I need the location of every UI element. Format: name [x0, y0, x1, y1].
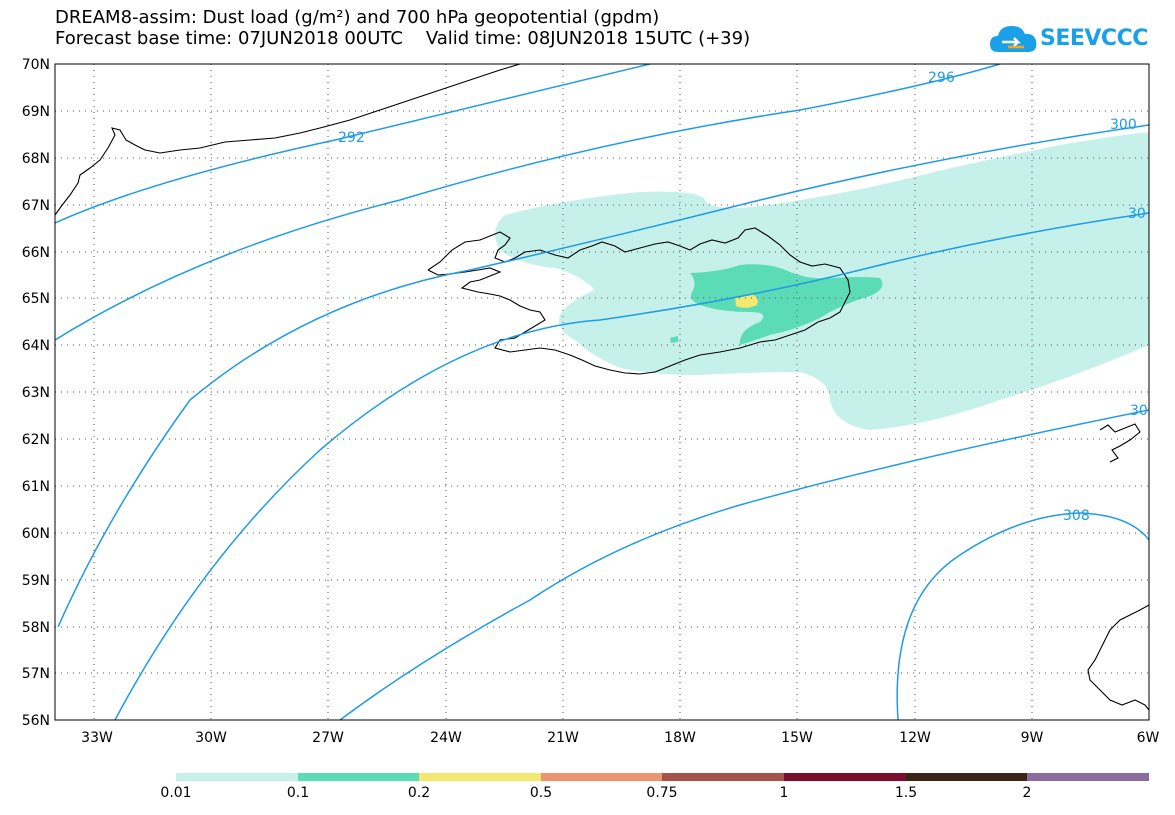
greenland-coast	[55, 64, 521, 216]
lat-label: 59N	[22, 573, 50, 589]
lat-label: 60N	[22, 526, 50, 542]
colorbar-swatch-3	[541, 773, 662, 781]
colorbar	[176, 773, 1149, 781]
longitude-labels: 33W 30W 27W 24W 21W 18W 15W 12W 9W 6W	[81, 730, 1159, 746]
colorbar-label: 0.01	[160, 785, 191, 801]
lon-label: 12W	[899, 730, 931, 746]
colorbar-swatch-4	[662, 773, 784, 781]
contour-label-300: 300	[1110, 117, 1137, 133]
coastlines	[55, 64, 1149, 711]
logo-text: SEEVCCC	[1040, 26, 1148, 51]
seevccc-logo: SEEVCCC	[988, 20, 1168, 60]
contour-label-304: 30	[1128, 206, 1146, 222]
colorbar-swatch-2	[419, 773, 541, 781]
dust-area-0.2	[735, 294, 758, 308]
lat-label: 63N	[22, 385, 50, 401]
contour-308	[896, 512, 1149, 720]
geopotential-contours	[55, 64, 1149, 720]
lon-label: 30W	[195, 730, 227, 746]
colorbar-label: 1	[780, 785, 789, 801]
contour-296	[55, 64, 1001, 341]
lat-label: 62N	[22, 432, 50, 448]
lat-label: 61N	[22, 479, 50, 495]
lon-label: 18W	[664, 730, 696, 746]
lon-label: 9W	[1021, 730, 1044, 746]
lat-label: 66N	[22, 245, 50, 261]
colorbar-label: 0.5	[530, 785, 552, 801]
lat-label: 68N	[22, 151, 50, 167]
colorbar-label: 1.5	[895, 785, 917, 801]
map-title-line-1: DREAM8-assim: Dust load (g/m²) and 700 h…	[55, 7, 660, 28]
lon-label: 21W	[547, 730, 579, 746]
lat-label: 70N	[22, 57, 50, 73]
lon-label: 27W	[312, 730, 344, 746]
colorbar-labels: 0.01 0.1 0.2 0.5 0.75 1 1.5 2	[160, 785, 1031, 801]
lat-label: 67N	[22, 198, 50, 214]
iceland-coast	[427, 227, 851, 375]
faroe-coast	[1099, 423, 1141, 463]
grid-lines	[55, 64, 1149, 720]
cloud-icon	[990, 26, 1037, 52]
dust-load-layer	[495, 132, 1149, 430]
map-title-line-2: Forecast base time: 07JUN2018 00UTC Vali…	[55, 28, 751, 49]
colorbar-swatch-6	[906, 773, 1027, 781]
lat-label: 56N	[22, 713, 50, 729]
lat-label: 58N	[22, 620, 50, 636]
contour-label-306: 30	[1130, 403, 1148, 419]
contour-304	[114, 212, 1149, 720]
colorbar-swatch-0	[176, 773, 298, 781]
colorbar-label: 2	[1023, 785, 1032, 801]
dust-area-0.1-small	[670, 336, 678, 343]
lat-label: 64N	[22, 338, 50, 354]
colorbar-label: 0.2	[408, 785, 430, 801]
lat-label: 65N	[22, 291, 50, 307]
colorbar-swatch-1	[298, 773, 419, 781]
colorbar-label: 0.1	[287, 785, 309, 801]
contour-292	[55, 64, 651, 224]
contour-labels: 292 296 300 30 30 308	[338, 70, 1148, 524]
contour-label-292: 292	[338, 130, 365, 146]
lon-label: 15W	[781, 730, 813, 746]
colorbar-label: 0.75	[646, 785, 677, 801]
contour-label-296: 296	[928, 70, 955, 86]
dust-area-0.1	[690, 264, 883, 345]
scotland-coast	[1087, 604, 1149, 711]
lon-label: 6W	[1137, 730, 1160, 746]
contour-306	[339, 409, 1149, 720]
lon-label: 24W	[430, 730, 462, 746]
lon-label: 33W	[81, 730, 113, 746]
lat-label: 69N	[22, 104, 50, 120]
contour-label-308: 308	[1063, 508, 1090, 524]
contour-300	[57, 124, 1149, 628]
colorbar-swatch-7	[1027, 773, 1149, 781]
latitude-labels: 70N 69N 68N 67N 66N 65N 64N 63N 62N 61N …	[22, 57, 50, 729]
map-frame	[54, 63, 1150, 721]
lat-label: 57N	[22, 666, 50, 682]
colorbar-swatch-5	[784, 773, 906, 781]
